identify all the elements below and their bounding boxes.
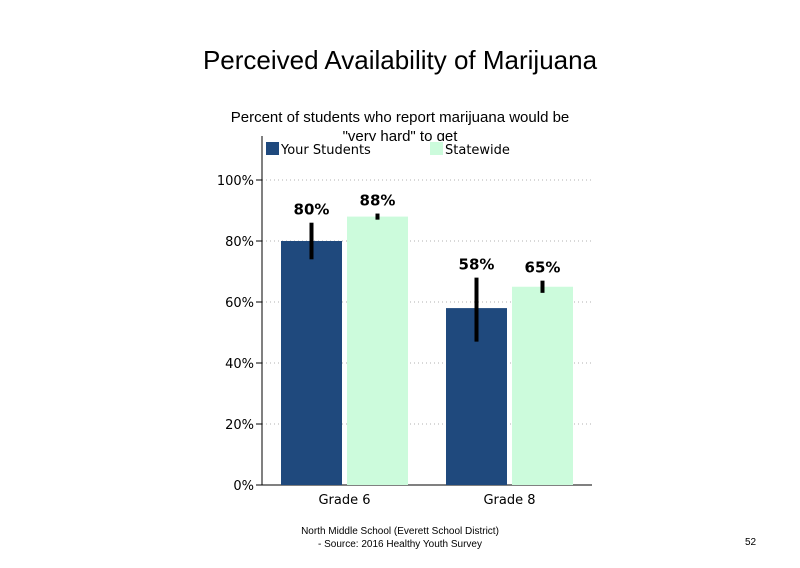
data-label: 80% (294, 201, 330, 219)
legend-swatch (430, 142, 443, 155)
x-tick-label: Grade 8 (483, 493, 535, 508)
bar (512, 286, 573, 485)
data-label: 65% (525, 259, 561, 277)
y-tick-label: 100% (217, 174, 254, 189)
footer-school: North Middle School (Everett School Dist… (301, 526, 499, 537)
chart-subtitle: Percent of students who report marijuana… (230, 109, 570, 141)
legend-label: Your Students (280, 143, 371, 158)
footer-source: - Source: 2016 Healthy Youth Survey (318, 539, 482, 550)
x-tick-label: Grade 6 (318, 493, 370, 508)
page-number: 52 (745, 537, 757, 548)
bar (281, 241, 342, 485)
y-tick-label: 20% (225, 418, 254, 433)
legend-label: Statewide (445, 143, 510, 158)
data-label: 58% (459, 256, 495, 274)
chart-title: Perceived Availability of Marijuana (202, 45, 598, 75)
legend-swatch (266, 142, 279, 155)
bar (347, 216, 408, 485)
data-label: 88% (360, 192, 396, 210)
y-tick-label: 80% (225, 235, 254, 250)
y-tick-label: 60% (225, 296, 254, 311)
source-footer: North Middle School (Everett School Dist… (250, 525, 550, 551)
y-tick-label: 0% (233, 479, 254, 494)
y-tick-label: 40% (225, 357, 254, 372)
